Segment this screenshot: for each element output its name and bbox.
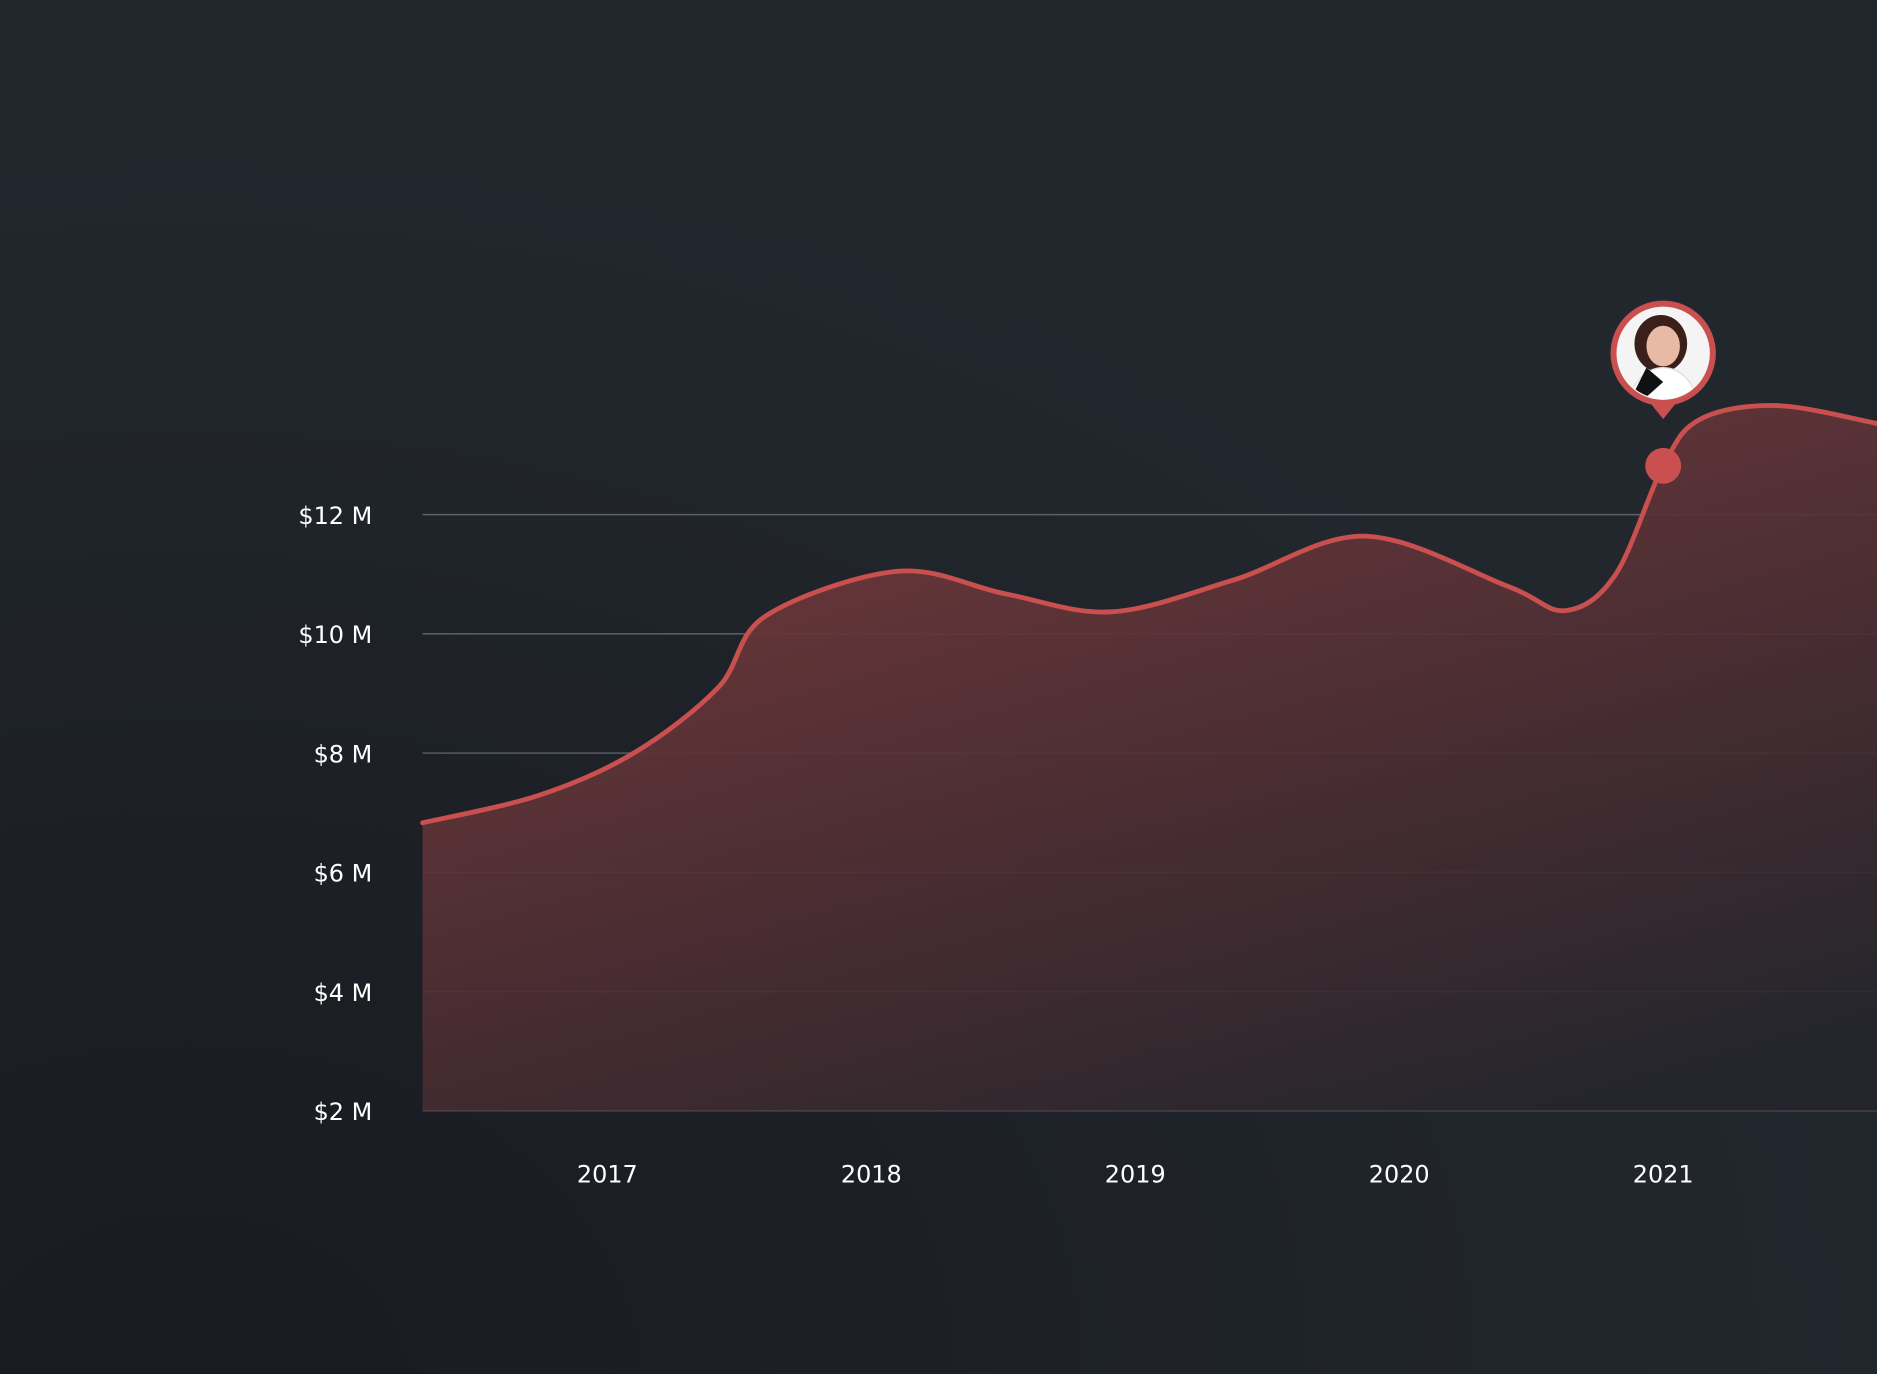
x-tick-label: 2021 (1633, 1160, 1694, 1188)
x-tick-label: 2018 (841, 1160, 902, 1188)
pin-tip (1648, 401, 1678, 420)
avatar-face (1646, 325, 1680, 367)
x-tick-label: 2020 (1369, 1160, 1430, 1188)
y-tick-label: $8 M (314, 740, 373, 768)
y-tick-label: $12 M (298, 502, 372, 530)
area (422, 405, 1877, 1111)
x-tick-label: 2017 (577, 1160, 638, 1188)
y-tick-label: $2 M (314, 1098, 373, 1126)
avatar (1626, 314, 1700, 399)
highlight-point (1645, 447, 1682, 484)
y-tick-label: $10 M (298, 621, 372, 649)
y-tick-label: $6 M (314, 860, 373, 888)
y-tick-label: $4 M (314, 979, 373, 1007)
x-tick-label: 2019 (1105, 1160, 1166, 1188)
avatar-pin (1610, 300, 1716, 420)
